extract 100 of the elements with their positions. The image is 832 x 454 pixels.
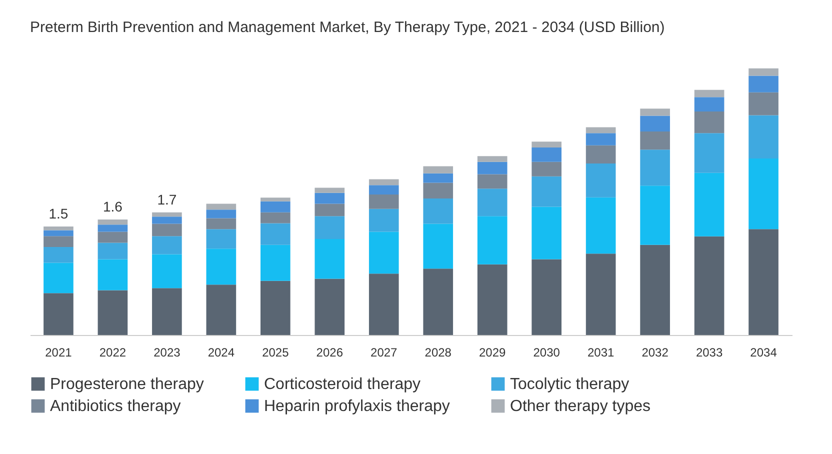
bar (44, 262, 74, 294)
x-tick-label: 2027 (370, 346, 398, 360)
x-tick-label: 2021 (45, 346, 72, 360)
bar (314, 278, 345, 335)
bar (206, 210, 236, 218)
bar (44, 247, 74, 263)
bar (532, 142, 562, 148)
legend-label: Heparin profylaxis therapy (264, 398, 450, 415)
bar (206, 229, 236, 249)
bar (152, 224, 182, 236)
bar (532, 162, 562, 176)
bar (640, 150, 670, 186)
x-tick-label: 2024 (208, 346, 235, 360)
bar (694, 133, 724, 173)
x-tick-label: 2023 (154, 346, 181, 360)
bar (260, 223, 290, 245)
bar (152, 254, 182, 288)
bar (152, 288, 182, 335)
bar (98, 232, 128, 243)
bar (586, 254, 616, 335)
bar (368, 274, 399, 335)
x-tick-label: 2026 (316, 346, 344, 360)
bar (206, 248, 236, 285)
bar (423, 198, 454, 224)
bar (152, 216, 182, 224)
bar (423, 166, 454, 174)
bar (206, 284, 236, 335)
bar (694, 236, 724, 335)
bar (748, 76, 778, 92)
bar (314, 192, 345, 204)
bar (532, 206, 562, 260)
x-tick-label: 2029 (479, 346, 506, 360)
bar (368, 208, 399, 232)
bar (748, 68, 778, 76)
bar (748, 115, 778, 158)
bar (44, 236, 74, 247)
x-tick-label: 2025 (262, 346, 290, 360)
bar (532, 148, 562, 162)
bar (586, 127, 616, 134)
chart-title: Preterm Birth Prevention and Management Market, By Therapy Type, 2021 - 2034 (USD Billion) (30, 19, 665, 36)
bar (532, 176, 562, 207)
bar (586, 133, 616, 146)
bar (368, 179, 399, 186)
bar (260, 280, 290, 335)
bar (260, 212, 290, 224)
bar (640, 244, 670, 335)
bar (98, 220, 128, 225)
bar (640, 186, 670, 245)
bar (423, 182, 454, 198)
bar (314, 204, 345, 216)
bar (477, 162, 508, 174)
bar (368, 185, 399, 194)
bar (44, 226, 74, 230)
bar (586, 197, 616, 254)
bar (640, 132, 670, 150)
x-tick-label: 2030 (533, 346, 560, 360)
legend-label: Tocolytic therapy (510, 376, 630, 393)
bar (260, 198, 290, 202)
annotation: 1.7 (157, 191, 177, 208)
bar (423, 173, 454, 183)
bar (586, 145, 616, 164)
bar (152, 212, 182, 217)
bar (98, 224, 128, 232)
bar (694, 90, 724, 98)
bar (152, 236, 182, 254)
bar (314, 239, 345, 279)
legend-label: Other therapy types (510, 398, 651, 415)
bar (640, 108, 670, 116)
bar (206, 204, 236, 210)
bar (694, 172, 724, 236)
x-tick-label: 2032 (642, 346, 669, 360)
bar (477, 264, 508, 335)
legend-label: Progesterone therapy (50, 376, 204, 393)
annotation: 1.6 (102, 198, 123, 215)
bar (477, 188, 508, 216)
bar (368, 194, 399, 209)
bar (748, 158, 778, 230)
x-tick-label: 2028 (424, 346, 452, 360)
bar (477, 216, 508, 264)
bar (532, 259, 562, 335)
bar (314, 188, 345, 193)
x-tick-label: 2034 (750, 346, 778, 360)
x-tick-label: 2022 (99, 346, 126, 360)
bar (640, 116, 670, 132)
bar (748, 92, 778, 116)
bar (44, 293, 74, 335)
bar (694, 112, 724, 134)
bar (694, 97, 724, 112)
bar (423, 224, 454, 269)
bar (477, 174, 508, 189)
bar (260, 244, 290, 281)
bar (586, 164, 616, 198)
bar (98, 259, 128, 290)
bar (314, 216, 345, 239)
annotation: 1.5 (48, 205, 68, 222)
bar (44, 230, 74, 236)
bar (368, 232, 399, 274)
legend-label: Antibiotics therapy (50, 398, 181, 415)
bar (260, 201, 290, 212)
x-tick-label: 2033 (696, 346, 723, 360)
